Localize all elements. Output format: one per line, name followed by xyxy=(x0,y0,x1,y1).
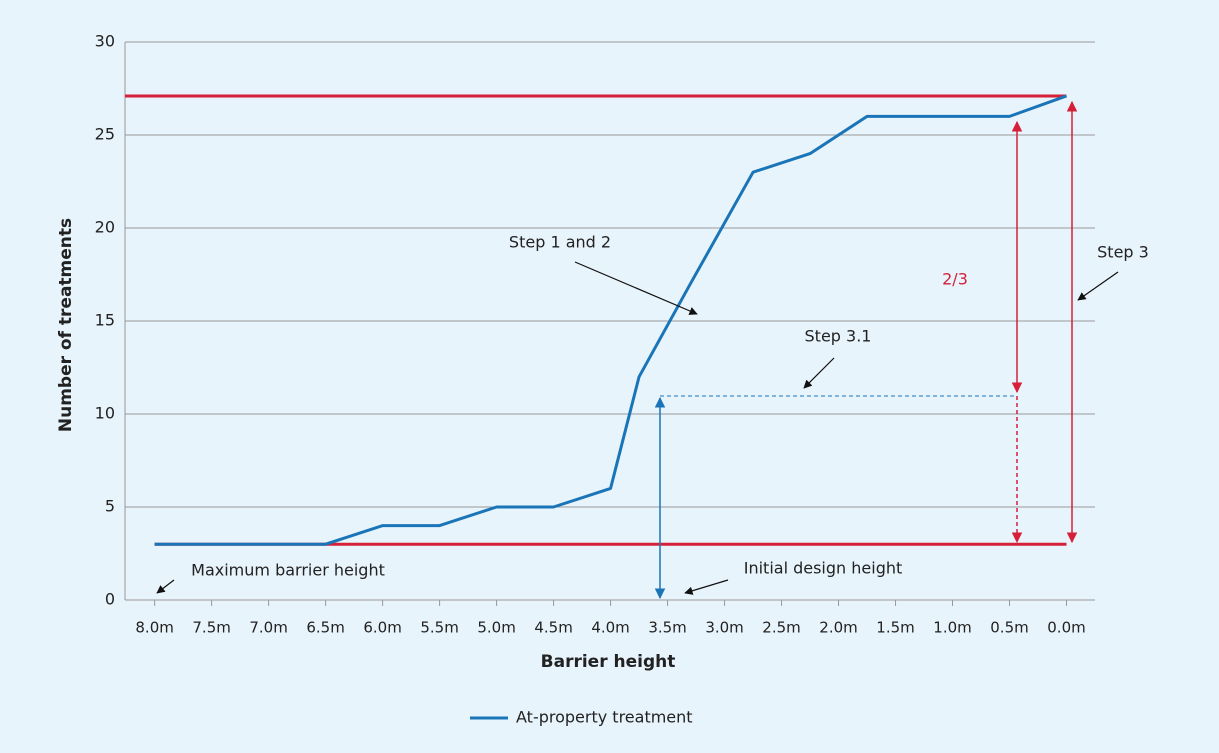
y-axis-label: Number of treatments xyxy=(56,218,76,432)
x-tick-label: 2.5m xyxy=(762,619,800,637)
x-axis-label: Barrier height xyxy=(541,652,676,672)
x-tick-label: 3.0m xyxy=(705,619,743,637)
y-tick-label: 10 xyxy=(95,404,115,423)
x-tick-label: 3.5m xyxy=(648,619,686,637)
x-tick-label: 7.5m xyxy=(192,619,230,637)
x-tick-label: 1.5m xyxy=(876,619,914,637)
annotation: Initial design height xyxy=(744,559,903,578)
x-tick-label: 6.0m xyxy=(363,619,401,637)
x-tick-label: 1.0m xyxy=(933,619,971,637)
y-tick-label: 20 xyxy=(95,218,115,237)
x-tick-label: 5.5m xyxy=(420,619,458,637)
y-tick-label: 25 xyxy=(95,125,115,144)
y-tick-label: 30 xyxy=(95,32,115,51)
legend-label: At-property treatment xyxy=(516,708,693,727)
annotation: Maximum barrier height xyxy=(191,561,385,580)
x-tick-label: 4.5m xyxy=(534,619,572,637)
y-tick-label: 0 xyxy=(105,590,115,609)
y-tick-label: 15 xyxy=(95,311,115,330)
annotation: Step 3.1 xyxy=(805,327,872,346)
arrow xyxy=(1077,271,1119,301)
x-tick-label: 2.0m xyxy=(819,619,857,637)
arrow xyxy=(684,579,729,595)
arrow xyxy=(803,357,835,389)
x-tick-label: 0.0m xyxy=(1047,619,1085,637)
y-tick-label: 5 xyxy=(105,497,115,516)
x-tick-label: 7.0m xyxy=(249,619,287,637)
x-tick-label: 8.0m xyxy=(135,619,173,637)
annotation-arrows xyxy=(156,100,1119,600)
arrow xyxy=(156,579,175,594)
x-tick-label: 5.0m xyxy=(477,619,515,637)
annotation: Step 1 and 2 xyxy=(509,233,611,252)
x-tick-label: 4.0m xyxy=(591,619,629,637)
annotation: 2/3 xyxy=(942,270,968,289)
line-series xyxy=(154,94,1068,546)
x-tick-label: 6.5m xyxy=(306,619,344,637)
arrow xyxy=(574,261,698,315)
x-tick-label: 0.5m xyxy=(990,619,1028,637)
annotation: Step 3 xyxy=(1097,243,1149,262)
